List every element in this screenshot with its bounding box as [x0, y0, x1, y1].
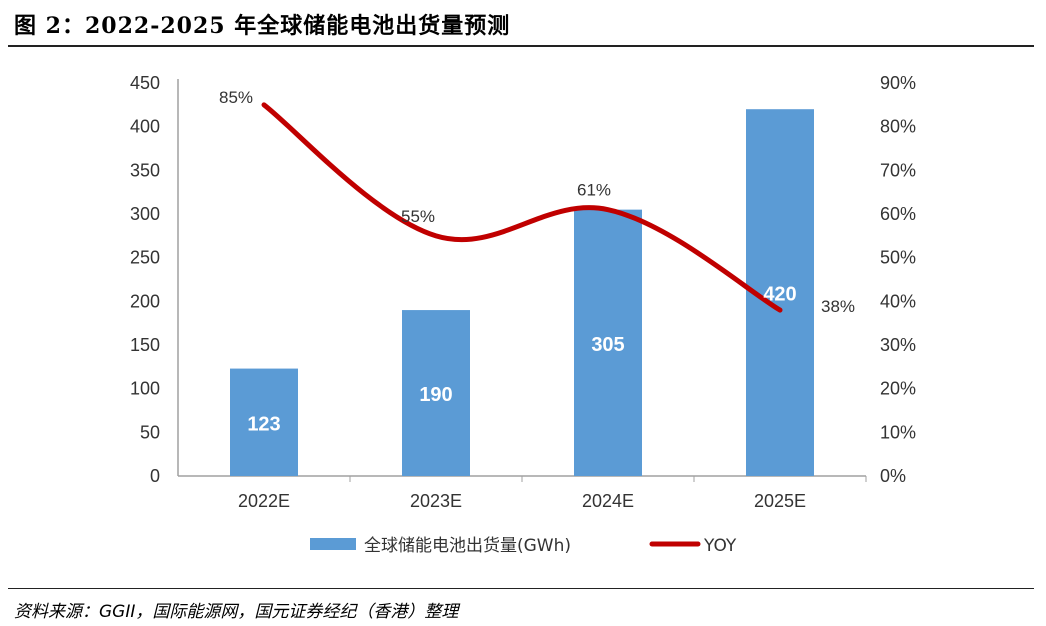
bar: [402, 310, 470, 476]
bar-value-label: 305: [591, 334, 624, 356]
yoy-line-layer: [261, 102, 783, 313]
bar-value-label: 420: [763, 284, 796, 306]
y-left-tick-label: 350: [130, 160, 160, 180]
legend-bar-swatch: [310, 538, 356, 550]
x-tick-label: 2022E: [238, 491, 290, 511]
bar: [230, 368, 298, 476]
y-right-tick-label: 40%: [880, 291, 916, 311]
y-right-tick-label: 20%: [880, 379, 916, 399]
yoy-line: [261, 102, 783, 313]
bar-value-label: 123: [247, 413, 280, 435]
y-left-tick-label: 450: [130, 73, 160, 93]
bar: [574, 209, 642, 476]
legend-bar-label: 全球储能电池出货量(GWh): [364, 536, 571, 556]
y-right-tick-label: 60%: [880, 204, 916, 224]
yoy-value-label: 61%: [577, 181, 611, 200]
yoy-value-label: 55%: [401, 207, 435, 226]
chart-svg: 0 50 100 150 200 250 300 350 400 450 0% 10% 20% 30% 40…: [130, 73, 916, 556]
source-note: 资料来源：GGII，国际能源网，国元证券经纪（香港）整理: [14, 602, 459, 622]
y-right-tick-label: 30%: [880, 335, 916, 355]
y-left-tick-label: 250: [130, 248, 160, 268]
legend-line-label: YOY: [703, 536, 737, 556]
x-tick-label: 2025E: [754, 491, 806, 511]
y-right-tick-label: 0%: [880, 466, 906, 486]
y-left-tick-label: 300: [130, 204, 160, 224]
y-right-tick-label: 70%: [880, 160, 916, 180]
yoy-value-label: 38%: [821, 297, 855, 316]
y-left-tick-label: 0: [150, 466, 160, 486]
y-left-tick-label: 200: [130, 291, 160, 311]
y-right-tick-label: 10%: [880, 422, 916, 442]
bar-value-label: 190: [419, 384, 452, 406]
y-left-tick-label: 150: [130, 335, 160, 355]
y-right-tick-label: 50%: [880, 248, 916, 268]
bars: [230, 109, 814, 476]
y-left-tick-label: 100: [130, 379, 160, 399]
y-right-tick-label: 90%: [880, 73, 916, 93]
y-left-tick-label: 50: [140, 422, 160, 442]
figure-title: 图 2：2022-2025 年全球储能电池出货量预测: [14, 13, 511, 39]
y-left-tick-label: 400: [130, 117, 160, 137]
yoy-value-label: 85%: [219, 88, 253, 107]
title-rule: [8, 45, 1034, 47]
y-right-tick-label: 80%: [880, 117, 916, 137]
x-tick-label: 2023E: [410, 491, 462, 511]
legend: 全球储能电池出货量(GWh) YOY: [310, 536, 737, 556]
data-labels: 123 190 305 420 85% 55% 61% 38%: [219, 88, 855, 435]
source-rule: [8, 588, 1034, 589]
x-tick-label: 2024E: [582, 491, 634, 511]
